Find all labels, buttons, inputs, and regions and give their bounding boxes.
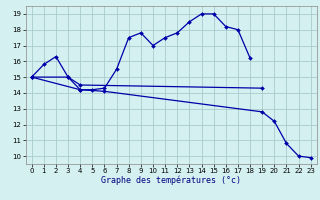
- X-axis label: Graphe des températures (°c): Graphe des températures (°c): [101, 176, 241, 185]
